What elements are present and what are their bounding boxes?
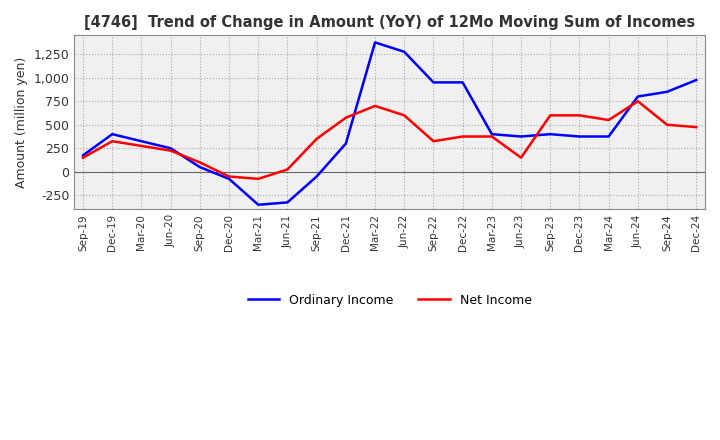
Ordinary Income: [546, 132, 554, 137]
Net Income: [546, 113, 554, 118]
Net Income: [78, 155, 87, 160]
Net Income: [400, 113, 408, 118]
Ordinary Income: [283, 200, 292, 205]
Net Income: [634, 99, 642, 104]
Net Income: [341, 115, 350, 120]
Net Income: [604, 117, 613, 123]
Ordinary Income: [662, 89, 671, 95]
Ordinary Income: [225, 176, 233, 182]
Ordinary Income: [634, 94, 642, 99]
Ordinary Income: [312, 174, 321, 179]
Ordinary Income: [575, 134, 584, 139]
Ordinary Income: [166, 146, 175, 151]
Ordinary Income: [371, 40, 379, 45]
Net Income: [108, 139, 117, 144]
Net Income: [487, 134, 496, 139]
Y-axis label: Amount (million yen): Amount (million yen): [15, 57, 28, 188]
Ordinary Income: [196, 165, 204, 170]
Net Income: [575, 113, 584, 118]
Line: Net Income: Net Income: [83, 101, 696, 179]
Ordinary Income: [400, 49, 408, 55]
Ordinary Income: [459, 80, 467, 85]
Ordinary Income: [341, 141, 350, 146]
Ordinary Income: [108, 132, 117, 137]
Ordinary Income: [604, 134, 613, 139]
Net Income: [312, 136, 321, 142]
Ordinary Income: [254, 202, 263, 207]
Legend: Ordinary Income, Net Income: Ordinary Income, Net Income: [243, 289, 536, 312]
Net Income: [254, 176, 263, 182]
Net Income: [225, 174, 233, 179]
Net Income: [137, 143, 145, 149]
Net Income: [196, 160, 204, 165]
Ordinary Income: [429, 80, 438, 85]
Net Income: [692, 125, 701, 130]
Line: Ordinary Income: Ordinary Income: [83, 42, 696, 205]
Net Income: [429, 139, 438, 144]
Ordinary Income: [137, 139, 145, 144]
Net Income: [517, 155, 526, 160]
Net Income: [371, 103, 379, 109]
Ordinary Income: [78, 153, 87, 158]
Title: [4746]  Trend of Change in Amount (YoY) of 12Mo Moving Sum of Incomes: [4746] Trend of Change in Amount (YoY) o…: [84, 15, 696, 30]
Ordinary Income: [487, 132, 496, 137]
Net Income: [166, 148, 175, 153]
Net Income: [283, 167, 292, 172]
Net Income: [459, 134, 467, 139]
Net Income: [662, 122, 671, 128]
Ordinary Income: [692, 77, 701, 83]
Ordinary Income: [517, 134, 526, 139]
